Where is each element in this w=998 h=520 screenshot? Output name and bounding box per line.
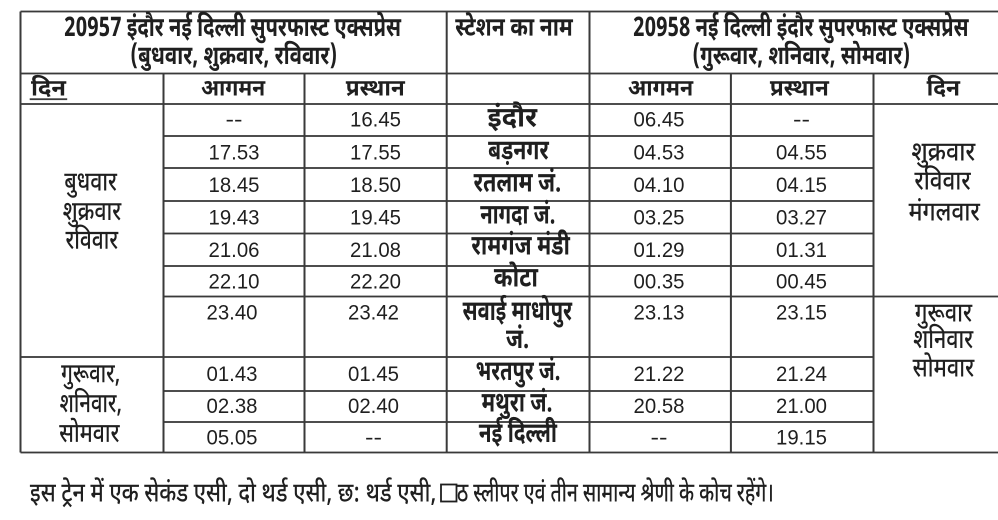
svg-text:01.43: 01.43 — [207, 362, 258, 386]
svg-text:17.53: 17.53 — [209, 141, 260, 165]
svg-text:00.45: 00.45 — [776, 270, 827, 294]
svg-text:21.08: 21.08 — [350, 238, 401, 262]
svg-text:23.40: 23.40 — [207, 301, 258, 325]
svg-text:22.10: 22.10 — [209, 270, 260, 294]
svg-text:01.31: 01.31 — [776, 238, 827, 262]
svg-text:05.05: 05.05 — [207, 426, 258, 450]
svg-text:23.13: 23.13 — [634, 301, 685, 325]
svg-text:22.20: 22.20 — [350, 270, 401, 294]
svg-text:04.53: 04.53 — [634, 141, 685, 165]
svg-text:16.45: 16.45 — [350, 108, 401, 132]
svg-text:21.00: 21.00 — [776, 394, 827, 418]
svg-text:--: -- — [793, 108, 810, 132]
svg-text:02.40: 02.40 — [348, 394, 399, 418]
svg-text:00.35: 00.35 — [634, 270, 685, 294]
svg-text:23.15: 23.15 — [776, 301, 827, 325]
svg-text:03.27: 03.27 — [776, 206, 827, 230]
svg-text:--: -- — [651, 426, 668, 450]
svg-text:17.55: 17.55 — [350, 141, 401, 165]
svg-text:04.55: 04.55 — [776, 141, 827, 165]
svg-text:02.38: 02.38 — [207, 394, 258, 418]
svg-text:21.22: 21.22 — [634, 362, 685, 386]
svg-text:23.42: 23.42 — [348, 301, 399, 325]
svg-text:01.45: 01.45 — [348, 362, 399, 386]
svg-text:21.24: 21.24 — [776, 362, 827, 386]
svg-text:--: -- — [365, 426, 382, 450]
svg-text:01.29: 01.29 — [634, 238, 685, 262]
svg-text:--: -- — [226, 108, 243, 132]
svg-text:03.25: 03.25 — [634, 206, 685, 230]
svg-text:04.15: 04.15 — [776, 173, 827, 197]
svg-text:18.45: 18.45 — [209, 173, 260, 197]
svg-text:21.06: 21.06 — [209, 238, 260, 262]
svg-text:20.58: 20.58 — [634, 394, 685, 418]
svg-text:19.15: 19.15 — [776, 426, 827, 450]
svg-text:06.45: 06.45 — [634, 108, 685, 132]
svg-text:19.43: 19.43 — [209, 206, 260, 230]
svg-text:04.10: 04.10 — [634, 173, 685, 197]
svg-text:19.45: 19.45 — [350, 206, 401, 230]
svg-text:18.50: 18.50 — [350, 173, 401, 197]
